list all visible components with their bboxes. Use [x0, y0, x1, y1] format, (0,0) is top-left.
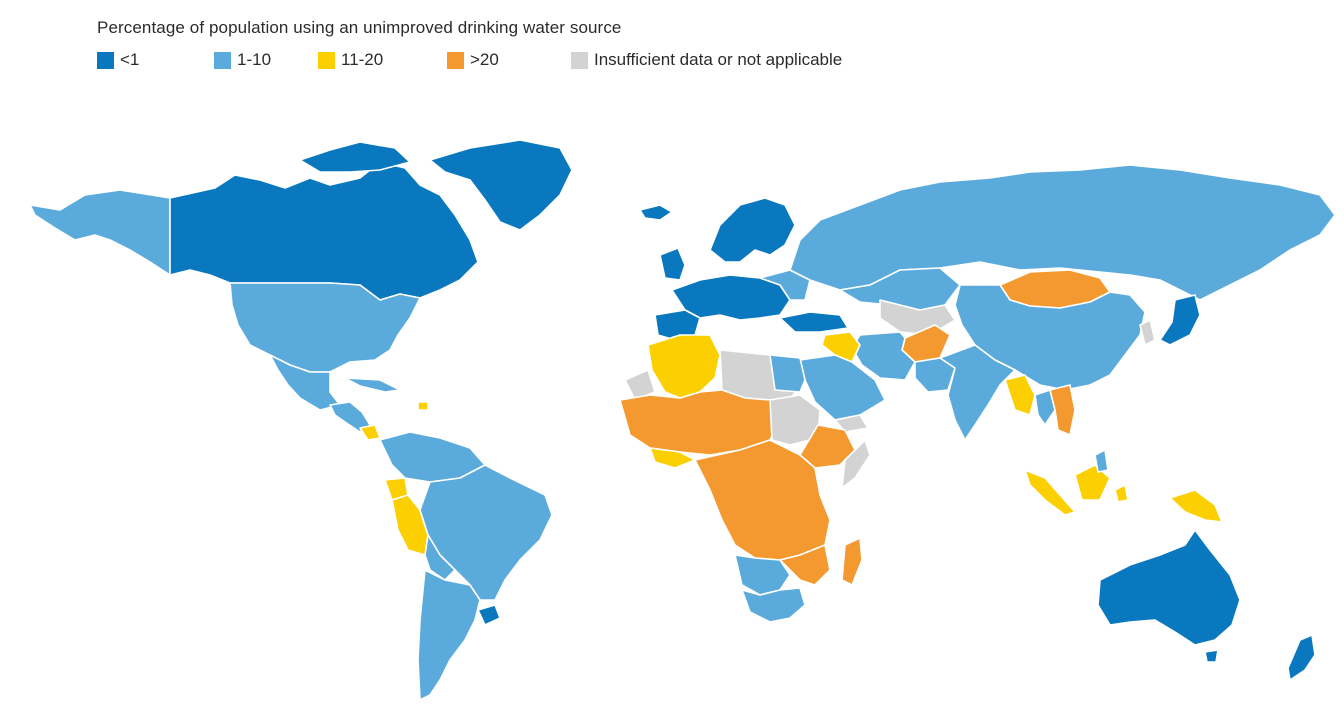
legend-label-nodata: Insufficient data or not applicable: [594, 50, 843, 69]
legend-item-lt1: <1: [97, 50, 139, 70]
region-haiti: [417, 401, 429, 411]
legend: <1 1-10 11-20 >20 Insufficient data or n…: [97, 50, 997, 70]
region-sumatra: [1024, 469, 1076, 516]
region-canada: [169, 161, 479, 301]
region-philippines: [1094, 449, 1109, 473]
legend-label-gt20: >20: [470, 50, 499, 69]
region-sulawesi: [1114, 484, 1129, 503]
region-canada-islands: [299, 141, 411, 173]
legend-swatch-1-10: [214, 51, 231, 69]
region-namibia-botswana: [734, 554, 791, 596]
region-iran: [851, 331, 916, 381]
region-nicaragua: [359, 424, 381, 441]
region-korea: [1139, 319, 1156, 346]
region-west-africa-coast: [649, 447, 696, 469]
region-yemen: [834, 414, 869, 433]
region-new-guinea: [1169, 489, 1223, 523]
region-turkey: [779, 311, 849, 333]
region-thailand: [1034, 389, 1056, 426]
region-egypt: [769, 354, 806, 393]
region-borneo: [1074, 464, 1111, 501]
region-japan: [1159, 294, 1201, 346]
region-indochina: [1049, 384, 1076, 436]
legend-swatch-11-20: [318, 51, 335, 69]
region-australia: [1097, 529, 1241, 646]
region-southern-africa-east: [779, 544, 831, 586]
region-usa: [229, 282, 421, 373]
map-title: Percentage of population using an unimpr…: [97, 18, 622, 37]
legend-item-nodata: Insufficient data or not applicable: [571, 50, 842, 70]
region-south-africa: [741, 587, 806, 623]
region-madagascar: [841, 537, 863, 586]
region-kazakhstan: [839, 267, 961, 311]
region-somalia: [841, 439, 871, 489]
legend-item-gt20: >20: [447, 50, 499, 70]
region-india: [939, 344, 1016, 441]
legend-swatch-lt1: [97, 51, 114, 69]
region-maghreb: [647, 334, 721, 399]
region-scandinavia: [709, 197, 796, 263]
legend-swatch-gt20: [447, 51, 464, 69]
region-russia: [789, 164, 1336, 301]
legend-label-11-20: 11-20: [341, 50, 384, 69]
region-cuba: [344, 377, 401, 393]
region-chile-argentina: [417, 569, 481, 701]
region-uk: [659, 247, 686, 281]
region-arabia: [799, 354, 886, 421]
region-new-zealand: [1287, 634, 1316, 681]
region-greenland: [429, 139, 573, 231]
region-western-sahara: [624, 369, 656, 401]
legend-item-1-10: 1-10: [214, 50, 271, 70]
region-alaska: [29, 189, 171, 276]
region-uruguay: [477, 604, 501, 626]
legend-label-lt1: <1: [120, 50, 140, 69]
region-myanmar: [1004, 374, 1036, 416]
legend-swatch-nodata: [571, 51, 588, 69]
legend-item-11-20: 11-20: [318, 50, 383, 70]
region-tasmania: [1204, 649, 1219, 663]
legend-label-1-10: 1-10: [237, 50, 272, 69]
region-iceland: [639, 204, 673, 221]
